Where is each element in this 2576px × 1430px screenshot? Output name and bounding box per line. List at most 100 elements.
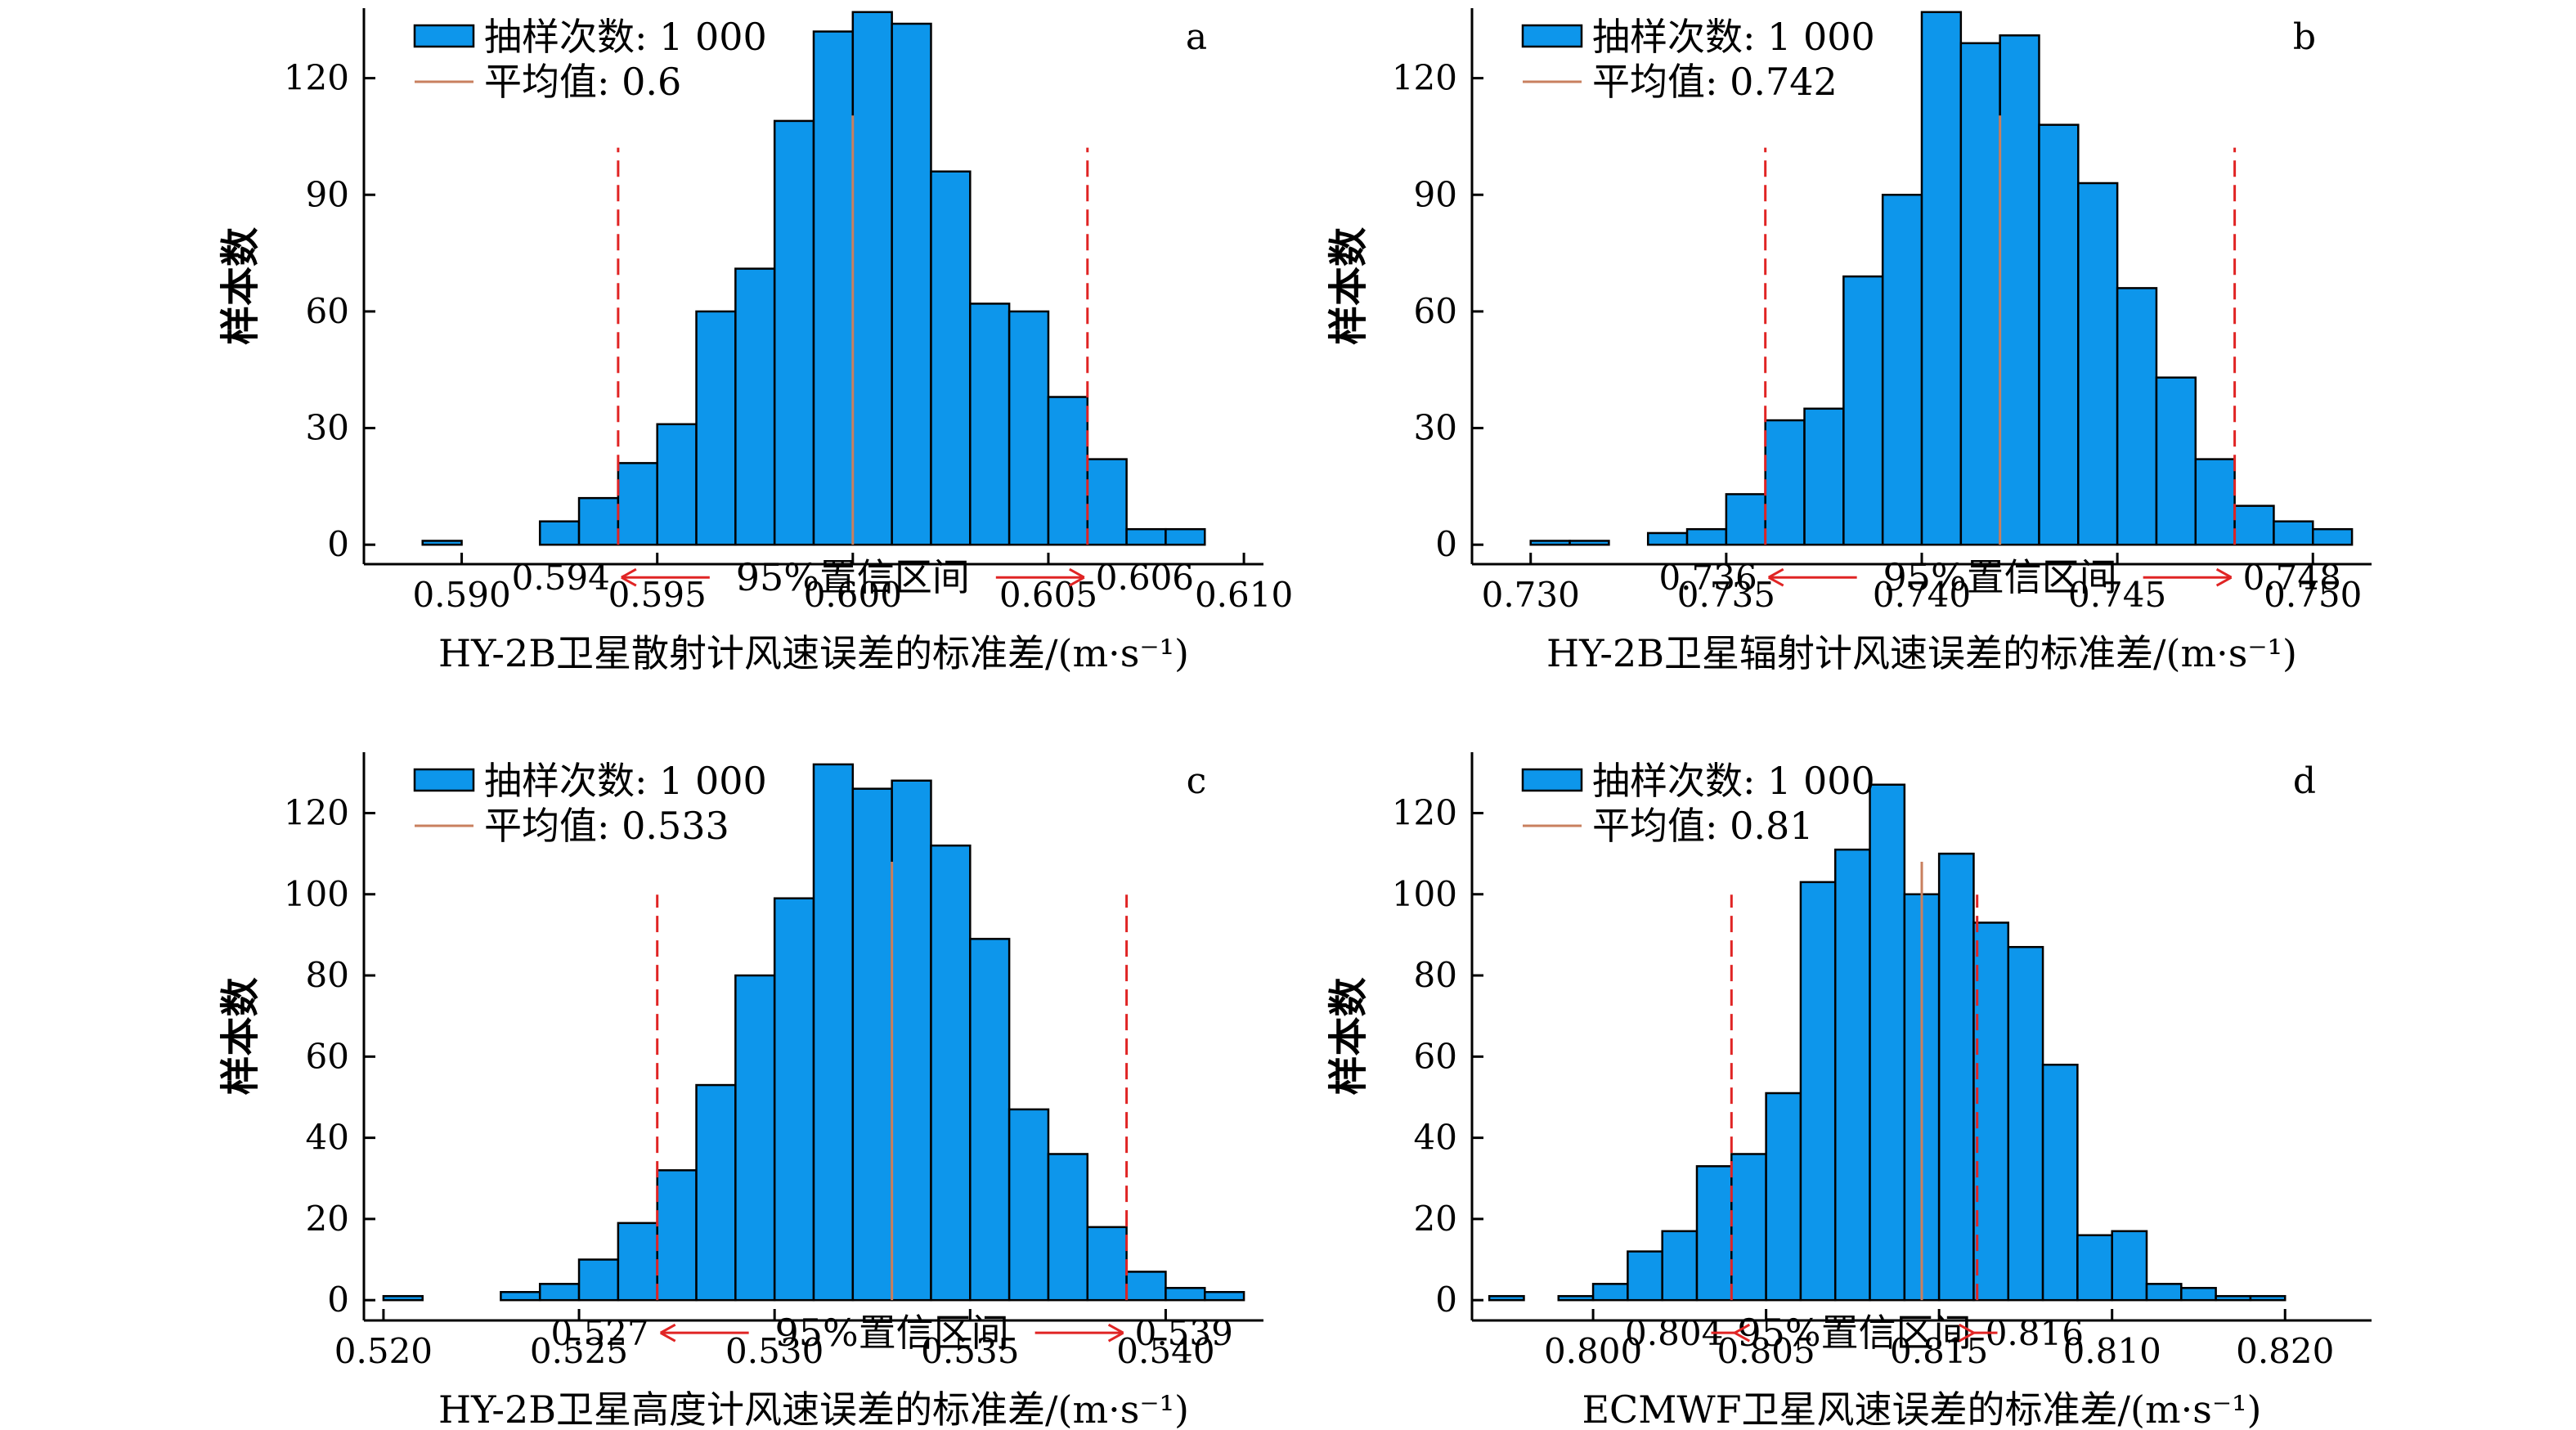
legend-sample-label: 抽样次数: 1 000 xyxy=(484,15,767,59)
histogram-bar xyxy=(1725,493,1766,546)
y-tick-label: 120 xyxy=(1392,58,1457,98)
y-tick-label: 30 xyxy=(1414,408,1457,448)
histogram-bar xyxy=(2007,946,2044,1302)
histogram-bar xyxy=(1086,1226,1128,1302)
ci-right-arrow xyxy=(1034,1323,1124,1343)
histogram-bar xyxy=(2180,1287,2217,1302)
histogram-bar xyxy=(1125,1271,1167,1302)
histogram-bar xyxy=(695,310,737,546)
histogram-bar xyxy=(1685,527,1728,546)
ci-label: 95%置信区间 xyxy=(1883,555,2117,599)
histogram-bar xyxy=(1488,1294,1525,1302)
y-axis-label: 样本数 xyxy=(1326,977,1371,1095)
legend-mean-label: 平均值: 0.6 xyxy=(484,60,681,104)
x-tick-label: 0.800 xyxy=(1544,1331,1642,1371)
histogram-bar xyxy=(382,1294,424,1302)
x-tick-label: 0.520 xyxy=(334,1331,433,1371)
histogram-bar xyxy=(2077,182,2119,546)
histogram-bar xyxy=(577,496,620,546)
histogram-bar xyxy=(1765,1092,1802,1302)
histogram-bar xyxy=(812,30,855,546)
histogram-bar xyxy=(1920,11,1963,546)
y-tick-label: 120 xyxy=(1392,792,1457,832)
x-tick-label: 0.730 xyxy=(1482,575,1580,615)
legend-sample-label: 抽样次数: 1 000 xyxy=(1592,15,1875,59)
ci-left-arrow-head xyxy=(659,1323,676,1343)
histogram-bar xyxy=(1008,310,1050,546)
x-tick-label: 0.820 xyxy=(2236,1331,2334,1371)
ci-right-arrow xyxy=(1958,1323,1998,1343)
histogram-panel-b: 0.730 0.735 0.740 0.745 0.750 0 30 60 90 120 HY-2B… xyxy=(1326,8,2372,675)
histogram-bar xyxy=(1869,783,1906,1302)
ci-left-arrow-head xyxy=(1767,567,1784,587)
ci-left-arrow xyxy=(1767,567,1857,587)
panel-label: a xyxy=(1186,16,1207,58)
histogram-bar xyxy=(773,897,815,1302)
x-axis-label: HY-2B卫星散射计风速误差的标准差/(m·s⁻¹) xyxy=(438,631,1189,675)
ci-right-arrow xyxy=(2143,567,2233,587)
histogram-bar xyxy=(969,303,1011,546)
histogram-bar xyxy=(1646,531,1689,546)
histogram-bar xyxy=(1627,1250,1663,1302)
x-tick-label: 0.735 xyxy=(1677,575,1775,615)
histogram-bar xyxy=(1730,1153,1767,1302)
x-tick-label: 0.595 xyxy=(608,575,707,615)
histogram-bar xyxy=(930,844,972,1302)
histogram-bar xyxy=(656,423,698,546)
y-tick-label: 0 xyxy=(327,524,349,564)
ci-right-arrow-head xyxy=(1069,567,1085,587)
x-tick-label: 0.740 xyxy=(1873,575,1971,615)
x-axis-label: HY-2B卫星辐射计风速误差的标准差/(m·s⁻¹) xyxy=(1546,631,2297,675)
histogram-bar xyxy=(734,267,776,546)
histogram-bar xyxy=(1047,1153,1089,1302)
x-tick-label: 0.610 xyxy=(1195,575,1293,615)
histogram-bar xyxy=(2116,287,2158,546)
legend-sample-label: 抽样次数: 1 000 xyxy=(1592,759,1875,803)
histogram-bar xyxy=(538,520,581,546)
histogram-bar xyxy=(2038,123,2080,546)
histogram-bar xyxy=(538,1283,581,1302)
histogram-bar xyxy=(421,540,463,546)
y-tick-label: 40 xyxy=(1414,1118,1457,1158)
ci-right-arrow xyxy=(995,567,1085,587)
histogram-panel-c: 0.520 0.525 0.530 0.535 0.540 0 20 40 60 80 100 120… xyxy=(218,752,1263,1430)
y-tick-label: 20 xyxy=(306,1199,349,1239)
histogram-bar xyxy=(930,170,972,546)
x-axis-label: ECMWF卫星风速误差的标准差/(m·s⁻¹) xyxy=(1582,1387,2261,1430)
histogram-bar xyxy=(2076,1234,2113,1302)
y-tick-label: 60 xyxy=(306,1036,349,1076)
y-axis-label: 样本数 xyxy=(1326,227,1371,345)
y-tick-label: 100 xyxy=(1392,874,1457,914)
histogram-bar xyxy=(1086,458,1128,546)
x-tick-label: 0.810 xyxy=(2063,1331,2161,1371)
x-tick-label: 0.590 xyxy=(412,575,510,615)
legend-bar-swatch xyxy=(1521,24,1583,48)
histogram-bar xyxy=(2233,504,2275,546)
histogram-bar xyxy=(891,779,932,1302)
ci-right-arrow-head xyxy=(1958,1323,1975,1343)
x-tick-label: 0.750 xyxy=(2264,575,2362,615)
panel-label: b xyxy=(2293,16,2316,58)
y-tick-label: 80 xyxy=(1414,955,1457,995)
y-tick-label: 40 xyxy=(306,1118,349,1158)
legend-bar-swatch xyxy=(413,768,475,792)
y-tick-label: 0 xyxy=(1435,1280,1457,1320)
ci-lower-value: 0.594 xyxy=(512,558,610,598)
ci-left-arrow xyxy=(1711,1323,1751,1343)
ci-upper-value: 0.606 xyxy=(1096,558,1194,598)
legend-bar-swatch xyxy=(1521,768,1583,792)
histogram-bar xyxy=(1803,407,1845,546)
y-tick-label: 120 xyxy=(284,792,349,832)
histogram-panel-d: 0.800 0.805 0.815 0.810 0.820 0 20 40 60 80 100 120… xyxy=(1326,752,2372,1430)
histogram-bar xyxy=(1557,1294,1595,1302)
y-axis-label: 样本数 xyxy=(218,977,263,1095)
y-tick-label: 100 xyxy=(284,874,349,914)
histogram-bar xyxy=(2249,1294,2287,1302)
histogram-bar xyxy=(1972,921,2010,1302)
histogram-bar xyxy=(1568,540,1610,546)
histogram-bar xyxy=(2155,376,2197,546)
y-tick-label: 60 xyxy=(1414,291,1457,331)
histogram-bar xyxy=(773,119,815,546)
histogram-bar xyxy=(2111,1230,2148,1302)
